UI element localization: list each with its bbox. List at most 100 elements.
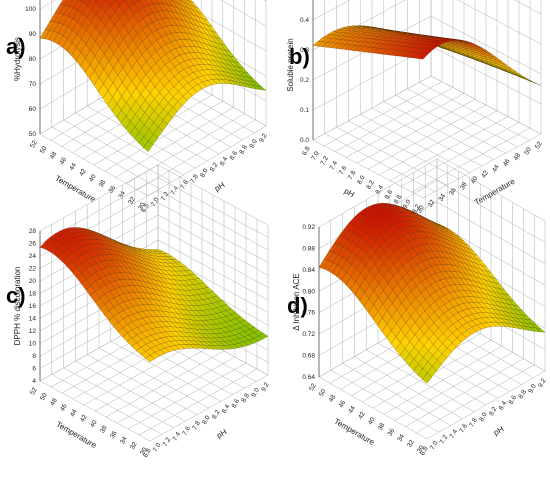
axis2-tick-label: 8.8 xyxy=(238,144,249,156)
axis1-tick-label: 42 xyxy=(357,410,367,420)
floor-grid-line xyxy=(383,101,494,160)
axis2-tick-label: 8.0 xyxy=(478,411,489,423)
z-axis-label: DPPH % discoloration xyxy=(13,267,22,346)
surface-cell xyxy=(422,372,433,384)
z-tick-label: 0.84 xyxy=(302,267,315,274)
axis2-tick-label: 8.0 xyxy=(199,167,210,179)
z-tick-label: 6 xyxy=(32,366,36,373)
z-tick-labels-b: 0.50.40.30.20.10.0 xyxy=(300,17,309,144)
axis2-tick-label: 36 xyxy=(448,187,458,197)
axis2-tick-label: 9.0 xyxy=(248,138,259,150)
surface-cell xyxy=(418,53,429,60)
axis1-tick-label: 38 xyxy=(377,422,387,432)
axis1-tick-label: 30 xyxy=(137,201,147,211)
axis1-tick-label: 46 xyxy=(59,156,69,166)
surface-c xyxy=(39,227,269,363)
axis2-tick-label: 50 xyxy=(523,146,533,156)
axis2-tick-label: 7.8 xyxy=(468,417,479,429)
axis1-tick-label: 7.6 xyxy=(338,165,349,177)
axis2-tick-label: 38 xyxy=(459,181,469,191)
z-tick-label: 28 xyxy=(29,228,37,235)
wall-grid-line xyxy=(39,164,159,232)
z-tick-label: 0.88 xyxy=(302,245,315,252)
surface-plot-a: 1101009080706050%Hydrolysis5250484644424… xyxy=(13,0,269,214)
z-tick-label: 0.80 xyxy=(302,288,315,295)
axis2-tick-label: 8.8 xyxy=(517,389,528,401)
axis2-tick-label: 52 xyxy=(534,140,544,150)
axis2-tick-label: 9.2 xyxy=(260,381,271,393)
axis2-tick-label: 8.6 xyxy=(508,394,519,406)
axis2-tick-label: 7.4 xyxy=(172,431,183,443)
axis2-tick-label: 40 xyxy=(470,175,480,185)
axis2-label: pH xyxy=(213,180,227,193)
axis1-tick-label: 52 xyxy=(29,386,39,396)
axis2-label: Temperature xyxy=(473,176,517,207)
z-tick-label: 0.64 xyxy=(302,374,315,381)
z-tick-label: 8 xyxy=(32,353,36,360)
axis1-tick-label: 36 xyxy=(387,427,397,437)
surface-cell xyxy=(143,140,154,152)
axis2-tick-label: 6.8 xyxy=(142,447,153,459)
floor-grid-line xyxy=(110,341,221,402)
axis2-tick-label: 32 xyxy=(427,198,437,208)
axis1-tick-label: 46 xyxy=(338,399,348,409)
axis2-tick-label: 7.2 xyxy=(439,434,450,446)
axis1-tick-label: 50 xyxy=(39,145,49,155)
surface-plot-b: 0.50.40.30.20.10.0 Soluble protein 6.87.07… xyxy=(286,0,544,215)
floor-grid-line xyxy=(345,93,465,158)
box-walls-b xyxy=(312,0,542,199)
z-tick-label: 0.72 xyxy=(302,331,315,338)
axis1-tick-label: 48 xyxy=(49,150,59,160)
axis2-tick-labels-c: 6.8 7.0 7.2 7.4 7.6 7.8 8.0 8.2 8.4 8.6 8.8 9.0 9.2 xyxy=(142,381,271,459)
z-tick-label: 20 xyxy=(29,278,37,285)
z-tick-label: 4 xyxy=(32,378,36,385)
axis2-tick-label: 44 xyxy=(491,163,501,173)
axis1-tick-label: 38 xyxy=(98,179,108,189)
axis1-tick-label: 7.8 xyxy=(347,169,358,181)
axis1-tick-label: 44 xyxy=(68,162,78,172)
axis1-tick-label: 7.4 xyxy=(329,160,340,172)
axis2-tick-label: 7.6 xyxy=(458,423,469,435)
axis1-tick-label: 8.4 xyxy=(374,184,385,196)
floor-grid-line xyxy=(356,98,476,164)
axis1-tick-label: 9.2 xyxy=(411,203,422,215)
axis2-tick-label: 8.2 xyxy=(211,409,222,421)
axis2-tick-label: 8.4 xyxy=(498,400,509,412)
axis1-tick-label: 40 xyxy=(367,416,377,426)
z-tick-labels-d: 0.92 0.88 0.84 0.80 0.76 0.72 0.68 0.64 xyxy=(302,224,315,381)
axis1-tick-label: 42 xyxy=(79,413,89,423)
z-axis-label: Δ Inhibition ACE xyxy=(292,273,301,330)
z-tick-label: 22 xyxy=(29,266,37,273)
axis1-tick-labels-b: 6.87.07.27.47.67.88.08.28.48.68.89.09.2 xyxy=(301,145,422,215)
axis2-tick-label: 8.8 xyxy=(240,392,251,404)
z-tick-label: 0.92 xyxy=(302,224,315,231)
axis1-tick-label: 6.8 xyxy=(301,145,312,157)
axis1-tick-label: 34 xyxy=(396,433,406,443)
surface-plot-c: 28 26 24 22 20 18 16 14 12 10 8 6 4 DPPH % discolorat… xyxy=(13,164,271,459)
axis2-label: pH xyxy=(215,427,229,440)
z-tick-label: 0.68 xyxy=(302,353,315,360)
axis1-tick-label: 36 xyxy=(109,430,119,440)
axis2-tick-label: 7.0 xyxy=(152,442,163,454)
axis2-tick-label: 42 xyxy=(480,169,490,179)
z-tick-label: 70 xyxy=(29,81,37,88)
floor-grid-line xyxy=(83,338,203,406)
z-axis-label: Soluble protein xyxy=(286,38,295,91)
panel-label-c: c) xyxy=(6,283,26,308)
axis2-tick-label: 9.2 xyxy=(258,132,269,144)
z-tick-label: 0.3 xyxy=(300,47,309,54)
axis2-tick-label: 7.4 xyxy=(449,428,460,440)
axis2-tick-labels-a: 6.87.07.27.47.67.88.08.28.48.68.89.09.2 xyxy=(140,132,269,214)
surface-cell xyxy=(93,0,99,3)
axis1-tick-label: 8.2 xyxy=(365,179,376,191)
z-tick-labels-c: 28 26 24 22 20 18 16 14 12 10 8 6 4 xyxy=(29,228,37,385)
floor-grid-line xyxy=(395,94,506,154)
axis2-tick-label: 8.2 xyxy=(209,161,220,173)
axis2-tick-label: 8.4 xyxy=(219,156,230,168)
axis2-tick-label: 7.8 xyxy=(189,173,200,185)
axis1-tick-label: 52 xyxy=(29,139,39,149)
axis2-tick-label: 7.0 xyxy=(150,196,161,208)
axis2-label: pH xyxy=(492,424,506,437)
axis1-tick-label: 48 xyxy=(328,393,338,403)
floor-grid-line xyxy=(371,107,483,167)
